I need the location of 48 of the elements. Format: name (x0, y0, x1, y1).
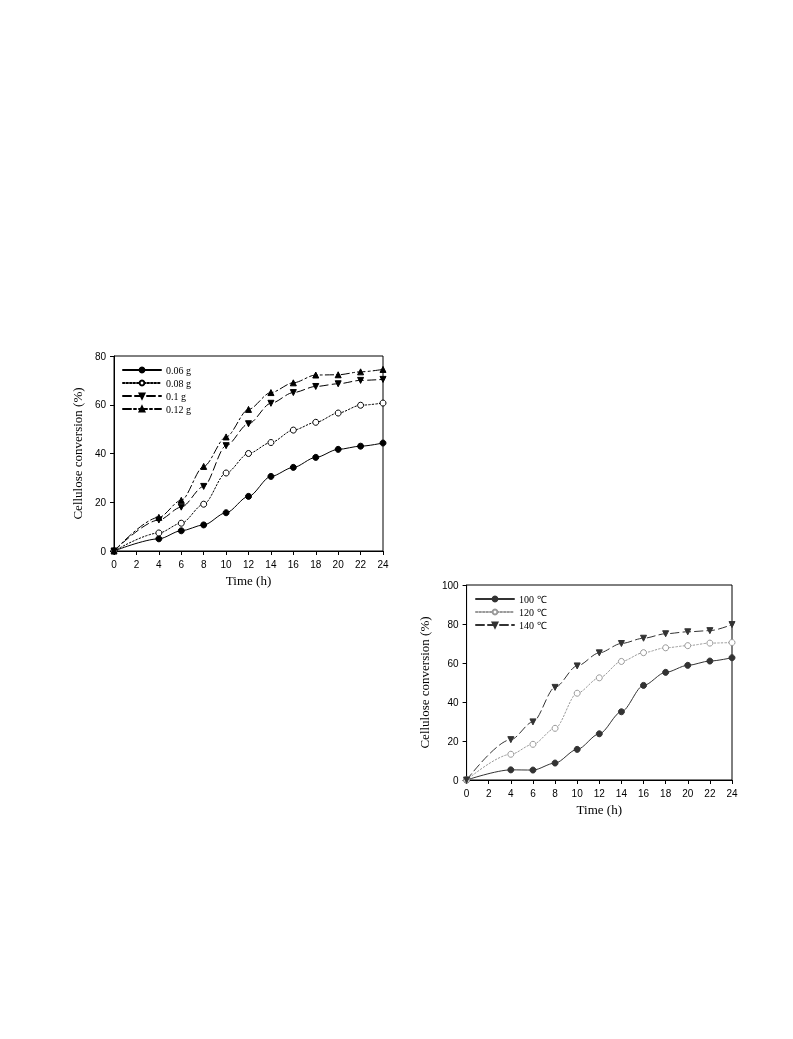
y-tick-label: 60 (94, 399, 107, 411)
x-tick-label: 0 (111, 558, 118, 570)
x-tick-label: 4 (508, 787, 515, 799)
legend-label: 0.12 g (166, 403, 191, 415)
legend-label: 120 ℃ (519, 606, 547, 618)
x-tick-label: 14 (265, 558, 277, 570)
y-tick-label: 40 (94, 448, 107, 459)
x-tick-label: 20 (332, 558, 345, 570)
x-tick-label: 24 (377, 558, 389, 570)
x-tick-label: 12 (242, 558, 255, 570)
legend-label: 0.06 g (166, 364, 191, 376)
x-tick-label: 18 (660, 787, 672, 799)
y-tick-label: 80 (447, 618, 460, 630)
x-axis-title: Time (h) (576, 801, 622, 817)
x-tick-label: 8 (200, 558, 207, 570)
x-tick-label: 0 (463, 787, 470, 799)
legend-label: 0.08 g (166, 377, 191, 389)
x-tick-label: 2 (485, 787, 492, 799)
legend-label: 140 ℃ (519, 619, 547, 631)
x-axis-title: Time (h) (225, 572, 272, 588)
x-tick-label: 24 (726, 787, 738, 799)
x-tick-label: 12 (593, 787, 606, 799)
x-tick-label: 18 (310, 558, 322, 570)
y-tick-label: 80 (94, 350, 107, 362)
y-axis-title: Cellulose conversion (%) (70, 387, 85, 520)
x-tick-label: 16 (637, 787, 650, 799)
x-tick-label: 8 (552, 787, 559, 799)
x-tick-label: 20 (682, 787, 694, 799)
x-tick-label: 6 (178, 558, 185, 570)
x-tick-label: 22 (355, 558, 367, 570)
x-tick-label: 22 (704, 787, 716, 799)
y-tick-label: 60 (447, 657, 460, 669)
y-tick-label: 0 (100, 545, 107, 557)
y-tick-label: 100 (441, 579, 460, 591)
x-tick-label: 6 (530, 787, 537, 799)
y-tick-label: 0 (453, 774, 460, 786)
y-axis-title: Cellulose conversion (%) (417, 616, 432, 749)
x-tick-label: 10 (571, 787, 584, 799)
x-tick-label: 2 (133, 558, 140, 570)
legend-label: 0.1 g (166, 390, 186, 402)
x-tick-label: 14 (615, 787, 628, 799)
x-tick-label: 10 (220, 558, 233, 570)
y-tick-label: 20 (447, 735, 460, 747)
legend-label: 100 ℃ (519, 593, 547, 605)
y-tick-label: 40 (447, 696, 460, 708)
x-tick-label: 16 (287, 558, 300, 570)
y-tick-label: 20 (94, 496, 107, 508)
x-tick-label: 4 (156, 558, 163, 570)
